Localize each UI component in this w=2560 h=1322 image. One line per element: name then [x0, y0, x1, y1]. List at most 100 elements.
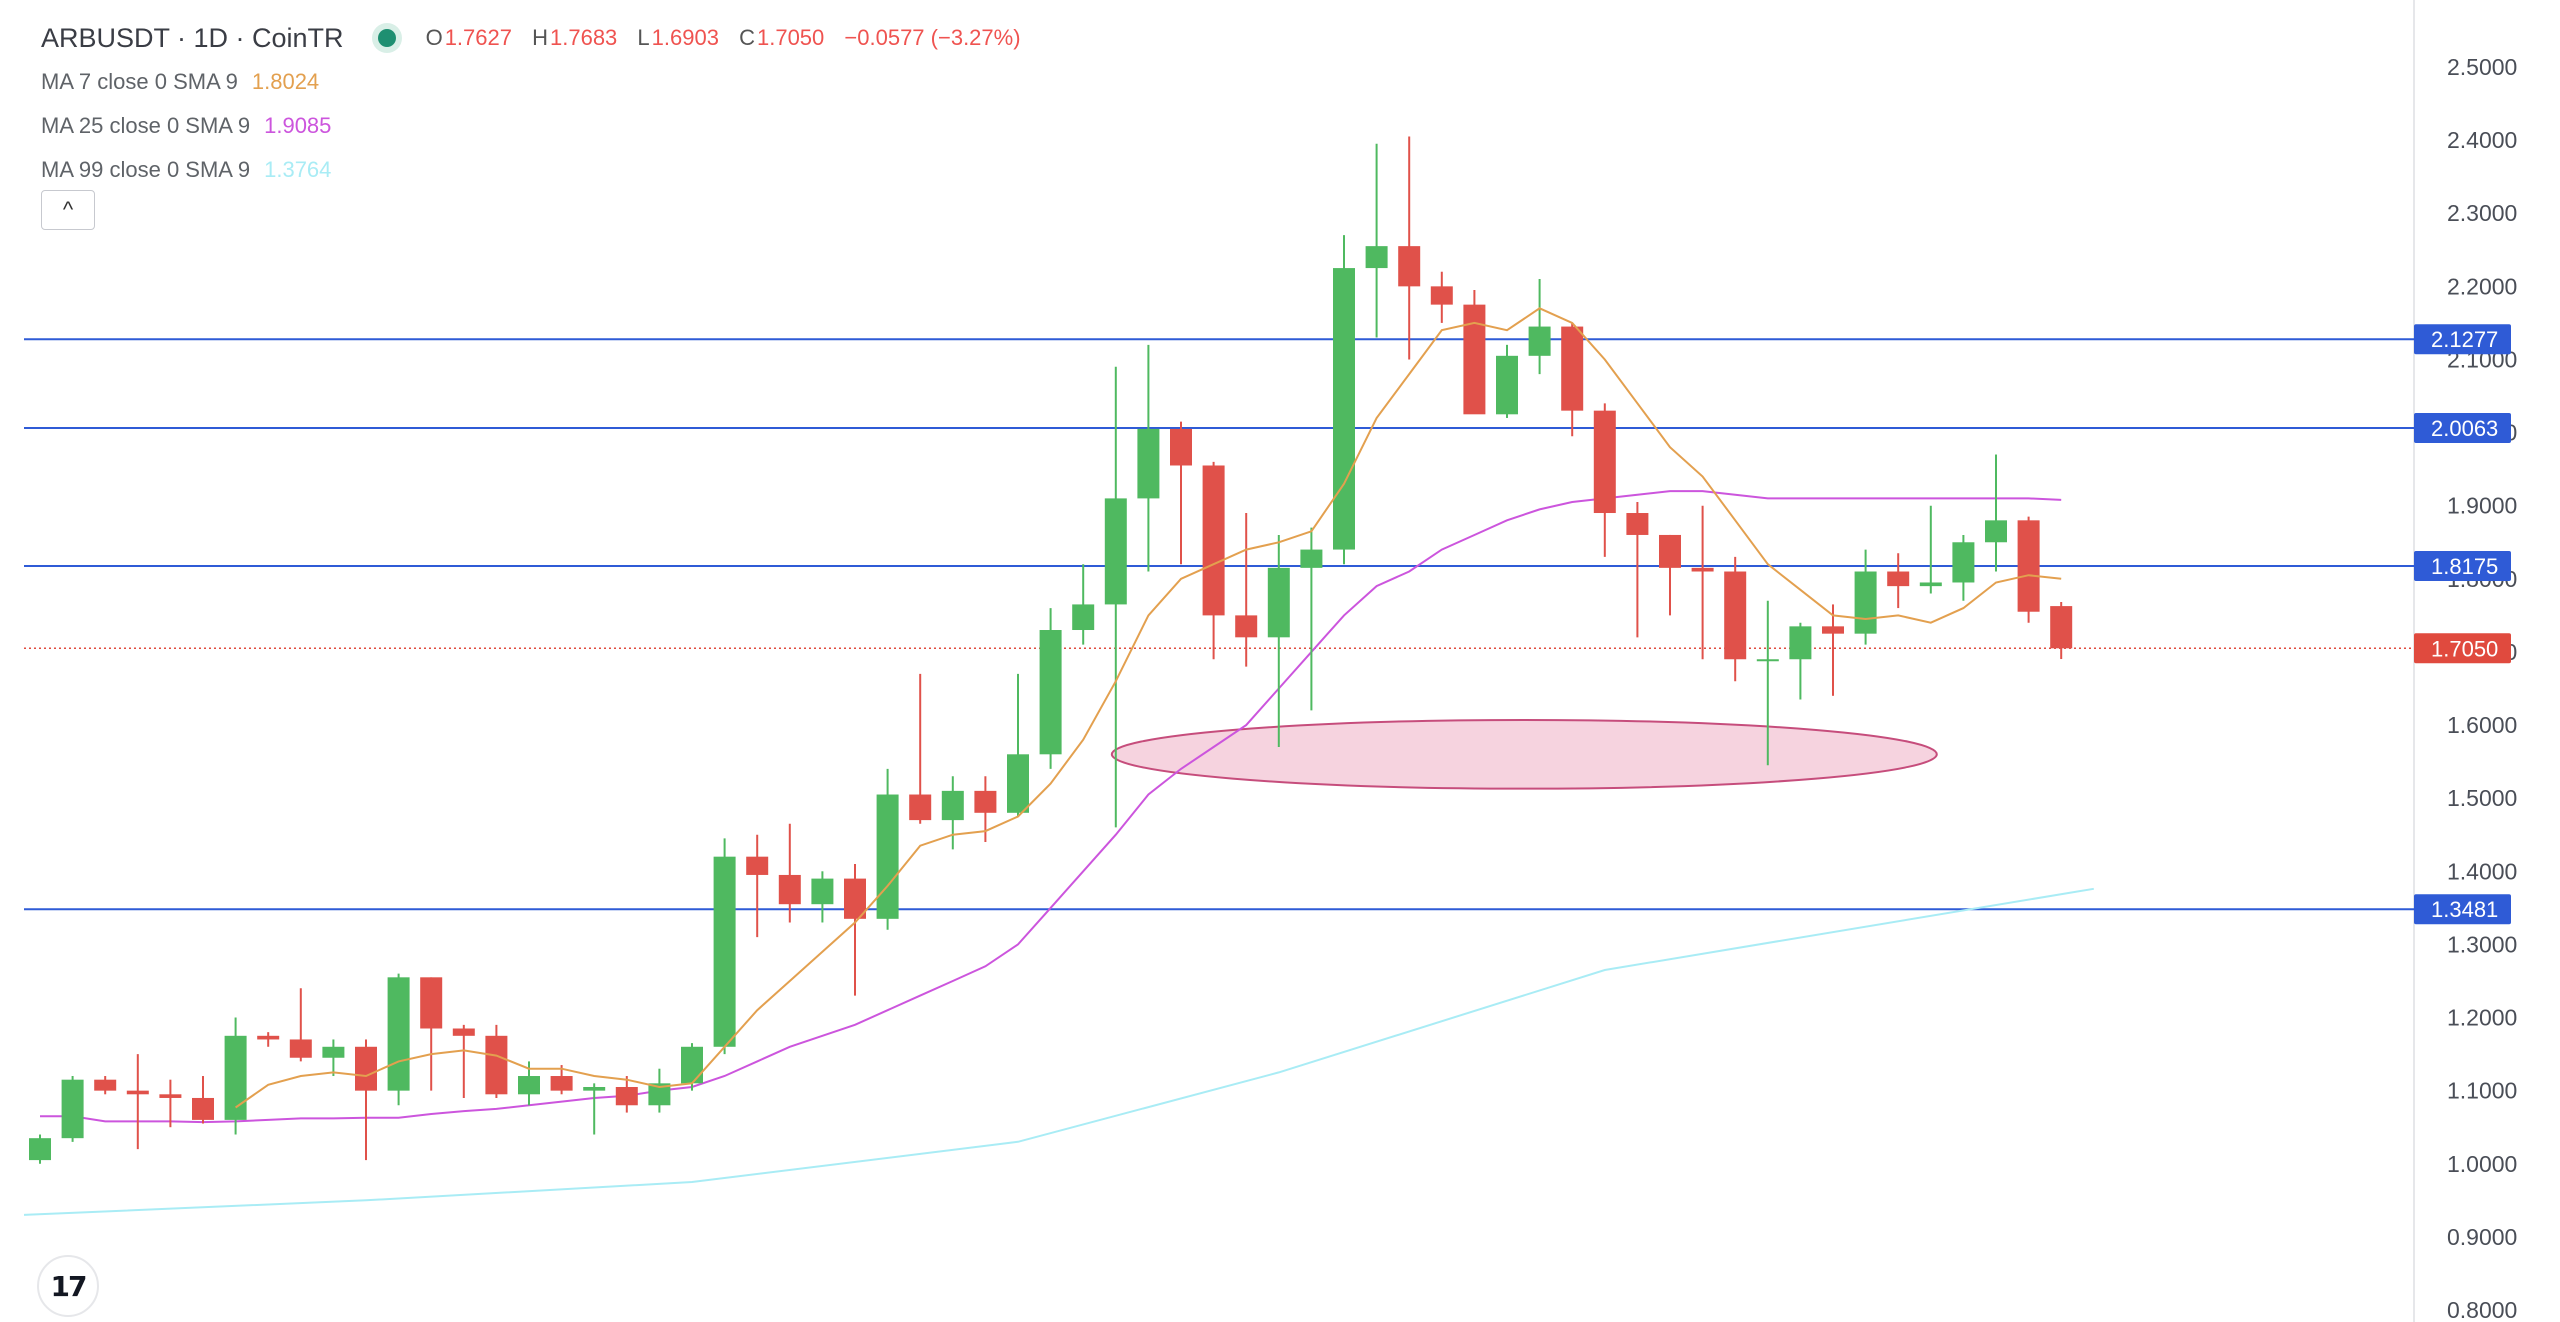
candle-body[interactable] — [1789, 626, 1812, 660]
symbol-row: ARBUSDT · 1D · CoinTR O1.7627 H1.7683 L1… — [41, 16, 1035, 60]
collapse-legend-button[interactable]: ^ — [41, 190, 95, 230]
low-value: 1.6903 — [651, 25, 719, 50]
indicator-value: 1.9085 — [264, 113, 332, 138]
candle-body[interactable] — [322, 1046, 345, 1058]
candle-body[interactable] — [876, 794, 899, 919]
candle-body[interactable] — [1691, 567, 1714, 572]
candle-body[interactable] — [713, 856, 736, 1047]
level-label: 2.0063 — [2431, 416, 2498, 441]
candle-body[interactable] — [1822, 626, 1844, 634]
indicator-row-ma99[interactable]: MA 99 close 0 SMA 9 1.3764 — [41, 148, 1035, 192]
candle-body[interactable] — [1267, 567, 1290, 638]
ohlc-values: O1.7627 H1.7683 L1.6903 C1.7050 −0.0577 … — [425, 25, 1021, 50]
candle-body[interactable] — [1887, 571, 1910, 587]
candle-body[interactable] — [583, 1086, 606, 1091]
candle-body[interactable] — [615, 1086, 638, 1106]
candle-body[interactable] — [681, 1046, 703, 1084]
y-tick-label: 2.3000 — [2447, 200, 2517, 226]
tradingview-logo-icon[interactable]: 17 — [37, 1255, 99, 1317]
high-value: 1.7683 — [550, 25, 618, 50]
market-status-icon — [377, 29, 396, 47]
candle-body[interactable] — [1496, 355, 1518, 415]
candle-body[interactable] — [1235, 615, 1258, 638]
level-label-bg — [2414, 412, 2511, 443]
indicator-row-ma7[interactable]: MA 7 close 0 SMA 9 1.8024 — [41, 60, 1035, 104]
candle-body[interactable] — [355, 1046, 377, 1091]
candle-body[interactable] — [1854, 571, 1877, 634]
indicator-value: 1.3764 — [264, 157, 332, 182]
candle-body[interactable] — [1756, 659, 1779, 662]
candle-body[interactable] — [289, 1039, 312, 1058]
candle-body[interactable] — [550, 1076, 573, 1091]
candle-body[interactable] — [387, 977, 410, 1091]
candle-body[interactable] — [1528, 326, 1551, 356]
candle-body[interactable] — [1463, 304, 1486, 415]
candle-body[interactable] — [746, 856, 769, 875]
candle-body[interactable] — [420, 977, 443, 1029]
level-label-bg — [2414, 324, 2511, 355]
candle-body[interactable] — [844, 878, 866, 919]
candle-body[interactable] — [1985, 520, 2007, 543]
candle-body[interactable] — [518, 1076, 540, 1095]
candle-body[interactable] — [1724, 571, 1747, 660]
indicator-value: 1.8024 — [251, 69, 320, 94]
y-tick-label: 1.1000 — [2447, 1078, 2517, 1104]
candle-body[interactable] — [452, 1028, 475, 1036]
level-label: 1.3481 — [2431, 897, 2498, 922]
symbol-title[interactable]: ARBUSDT · 1D · CoinTR — [41, 22, 344, 53]
candle-body[interactable] — [2050, 606, 2073, 649]
candle-body[interactable] — [1333, 268, 1355, 550]
candle-body[interactable] — [1137, 428, 1160, 499]
candle-body[interactable] — [1170, 428, 1192, 466]
chart-legend: ARBUSDT · 1D · CoinTR O1.7627 H1.7683 L1… — [41, 16, 1035, 192]
candle-body[interactable] — [1430, 286, 1453, 305]
y-tick-label: 2.5000 — [2447, 54, 2517, 80]
y-tick-label: 0.9000 — [2447, 1224, 2517, 1250]
candle-body[interactable] — [974, 790, 997, 813]
candle-body[interactable] — [2017, 520, 2040, 612]
candle-body[interactable] — [94, 1079, 117, 1091]
current-price-label: 1.7050 — [2431, 636, 2498, 661]
y-tick-label: 1.4000 — [2447, 858, 2517, 884]
chevron-up-icon: ^ — [62, 197, 74, 222]
candle-body[interactable] — [811, 878, 834, 905]
candle-body[interactable] — [29, 1138, 51, 1161]
candle-body[interactable] — [909, 794, 932, 821]
candle-body[interactable] — [1300, 549, 1323, 568]
candle-body[interactable] — [1039, 630, 1062, 755]
candle-body[interactable] — [1007, 754, 1029, 813]
y-tick-label: 1.5000 — [2447, 785, 2517, 811]
candle-body[interactable] — [192, 1097, 214, 1120]
ma25-line — [40, 490, 2062, 1124]
candle-body[interactable] — [1919, 582, 1942, 587]
candle-body[interactable] — [1659, 534, 1681, 568]
candle-body[interactable] — [1593, 410, 1616, 514]
candle-body[interactable] — [485, 1035, 508, 1095]
change-value: −0.0577 (−3.27%) — [844, 25, 1021, 50]
y-tick-label: 2.4000 — [2447, 127, 2517, 153]
indicator-label: MA 99 close 0 SMA 9 — [41, 157, 251, 182]
candle-body[interactable] — [159, 1094, 182, 1098]
candle-body[interactable] — [648, 1083, 671, 1106]
candle-body[interactable] — [126, 1090, 149, 1095]
highlight-ellipse[interactable] — [1110, 718, 1938, 790]
candle-body[interactable] — [1202, 465, 1225, 616]
candle-body[interactable] — [778, 874, 801, 905]
candle-body[interactable] — [224, 1035, 247, 1120]
candle-body[interactable] — [1561, 326, 1584, 411]
indicator-row-ma25[interactable]: MA 25 close 0 SMA 9 1.9085 — [41, 104, 1035, 148]
level-label-bg — [2414, 551, 2511, 582]
y-tick-label: 1.0000 — [2447, 1151, 2517, 1177]
y-tick-label: 1.2000 — [2447, 1005, 2517, 1031]
candle-body[interactable] — [1365, 246, 1388, 269]
candle-body[interactable] — [1626, 513, 1649, 535]
candle-body[interactable] — [257, 1035, 280, 1040]
candle-body[interactable] — [1952, 542, 1975, 583]
candle-body[interactable] — [1104, 498, 1127, 605]
candle-body[interactable] — [1072, 604, 1095, 631]
candle-body[interactable] — [1398, 246, 1421, 287]
candle-body[interactable] — [61, 1079, 84, 1139]
candle-body[interactable] — [941, 790, 964, 821]
level-label: 2.1277 — [2431, 327, 2498, 352]
